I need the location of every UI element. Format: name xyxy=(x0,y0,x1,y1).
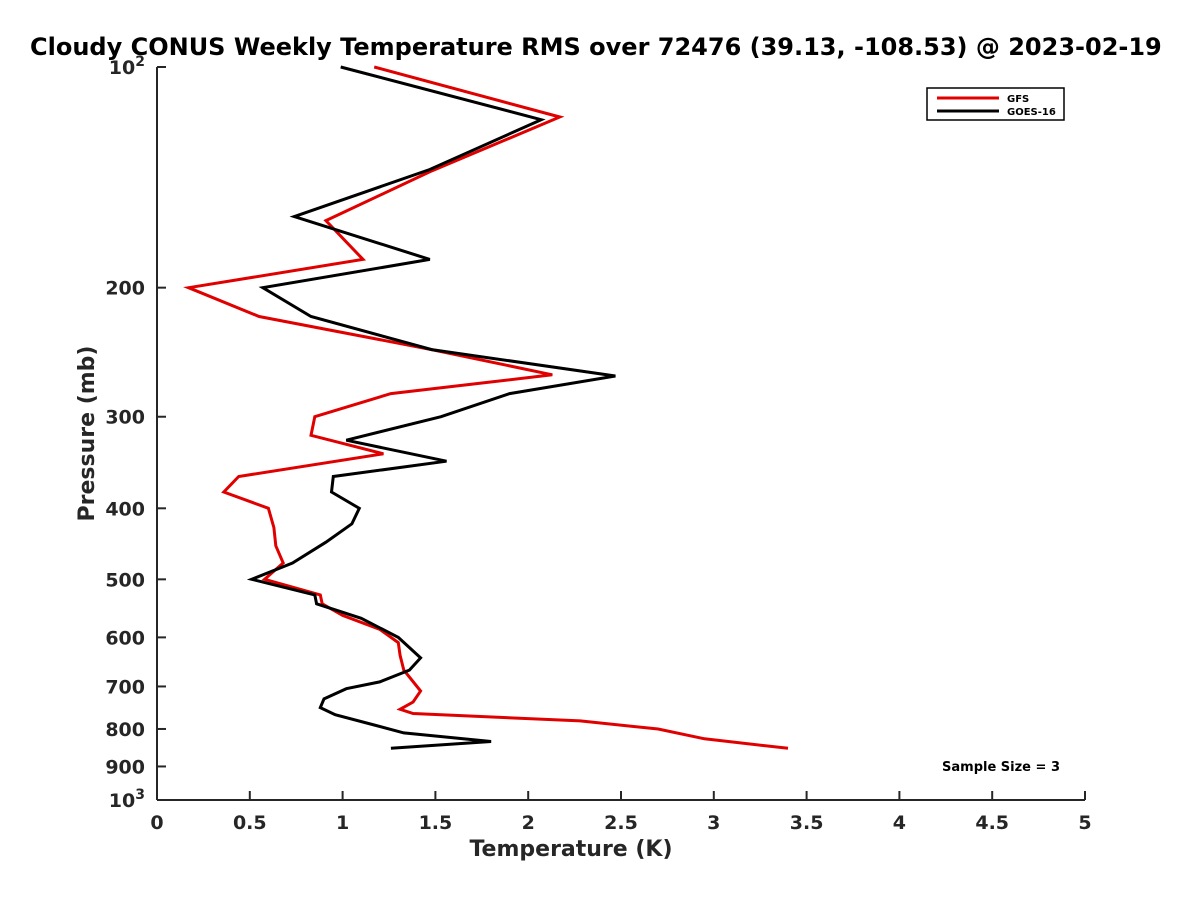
legend-label: GFS xyxy=(1007,94,1029,105)
x-tick-label: 3.5 xyxy=(790,812,824,834)
series-line-goes-16 xyxy=(246,65,616,750)
x-tick-label: 0 xyxy=(150,812,163,834)
x-tick-label: 2 xyxy=(522,812,535,834)
x-tick-label: 5 xyxy=(1078,812,1091,834)
x-tick-label: 1 xyxy=(336,812,349,834)
sample-size-annotation: Sample Size = 3 xyxy=(942,760,1060,775)
x-tick-label: 0.5 xyxy=(233,812,267,834)
x-axis-label: Temperature (K) xyxy=(469,837,672,862)
legend-box xyxy=(926,87,1065,121)
y-tick-label: 200 xyxy=(105,278,145,300)
y-tick-label: 800 xyxy=(105,719,145,741)
x-axis-ticks: 0 0.5 1 1.5 2 2.5 3 3.5 4 4.5 5 xyxy=(150,791,1092,834)
legend: GFS GOES-16 xyxy=(926,87,1065,121)
x-tick-label: 1.5 xyxy=(419,812,453,834)
legend-label: GOES-16 xyxy=(1007,107,1056,118)
y-tick-label: 102 xyxy=(109,54,145,79)
y-axis-label: Pressure (mb) xyxy=(75,346,100,522)
y-tick-label: 103 xyxy=(109,787,145,812)
y-tick-label: 500 xyxy=(105,569,145,591)
axes xyxy=(156,67,1085,801)
y-tick-label: 900 xyxy=(105,756,145,778)
x-tick-label: 2.5 xyxy=(604,812,638,834)
y-tick-label: 600 xyxy=(105,627,145,649)
y-axis-ticks: 102 200 300 400 500 600 700 800 900 103 xyxy=(105,54,166,812)
y-tick-label: 700 xyxy=(105,676,145,698)
chart-title: Cloudy CONUS Weekly Temperature RMS over… xyxy=(30,33,1162,61)
x-tick-label: 4.5 xyxy=(975,812,1009,834)
plot-lines xyxy=(183,65,789,750)
y-tick-label: 400 xyxy=(105,498,145,520)
series-line-gfs xyxy=(183,65,789,750)
y-tick-label: 300 xyxy=(105,407,145,429)
x-tick-label: 3 xyxy=(707,812,720,834)
x-tick-label: 4 xyxy=(893,812,906,834)
